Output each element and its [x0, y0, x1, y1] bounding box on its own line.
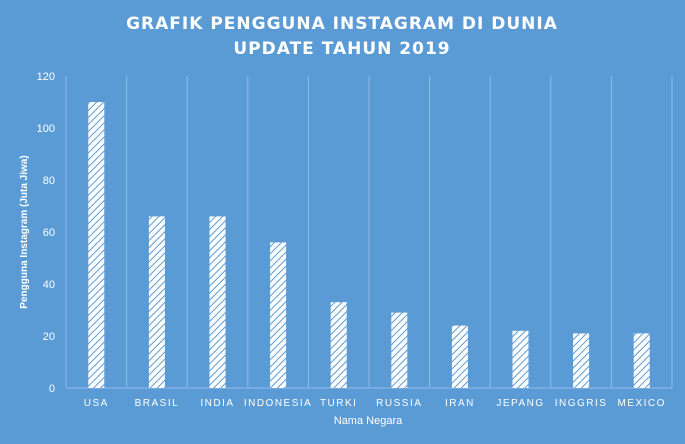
- chart-title: GRAFIK PENGGUNA INSTAGRAM DI DUNIA: [126, 14, 558, 34]
- bars: [88, 102, 650, 388]
- bar-india: [209, 216, 226, 388]
- y-tick-label: 0: [49, 383, 55, 395]
- y-tick-label: 40: [43, 279, 55, 291]
- y-tick-label: 100: [37, 123, 55, 135]
- bar-inggris: [573, 333, 590, 388]
- x-axis-ticks: USA BRASIL INDIA INDONESIA TURKI RUSSIA IRAN JE…: [84, 398, 665, 409]
- bar-iran: [451, 325, 468, 388]
- bar-brasil: [148, 216, 165, 388]
- bar-turki: [330, 302, 347, 388]
- x-tick-label: USA: [84, 398, 109, 409]
- grid-lines: [65, 76, 673, 389]
- x-tick-label: MEXICO: [617, 398, 665, 409]
- y-axis-ticks: 0 20 40 60 80 100 120: [37, 71, 55, 395]
- x-tick-label: BRASIL: [135, 398, 180, 409]
- chart-subtitle: UPDATE TAHUN 2019: [233, 39, 450, 59]
- y-tick-label: 120: [37, 71, 55, 83]
- x-tick-label: INDONESIA: [244, 398, 313, 409]
- bar-mexico: [633, 333, 650, 388]
- x-tick-label: RUSSIA: [376, 398, 422, 409]
- y-tick-label: 60: [43, 227, 55, 239]
- y-tick-label: 80: [43, 175, 55, 187]
- bar-indonesia: [270, 242, 287, 388]
- y-tick-label: 20: [43, 331, 55, 343]
- x-axis-title: Nama Negara: [334, 415, 403, 427]
- bar-russia: [391, 312, 408, 388]
- x-tick-label: IRAN: [445, 398, 475, 409]
- x-tick-label: INGGRIS: [555, 398, 608, 409]
- y-axis-title: Pengguna Instagram (Juta Jiwa): [19, 155, 30, 308]
- x-tick-label: JEPANG: [496, 398, 544, 409]
- x-tick-label: TURKI: [320, 398, 358, 409]
- bar-jepang: [512, 330, 529, 388]
- x-tick-label: INDIA: [200, 398, 234, 409]
- bar-usa: [88, 102, 105, 388]
